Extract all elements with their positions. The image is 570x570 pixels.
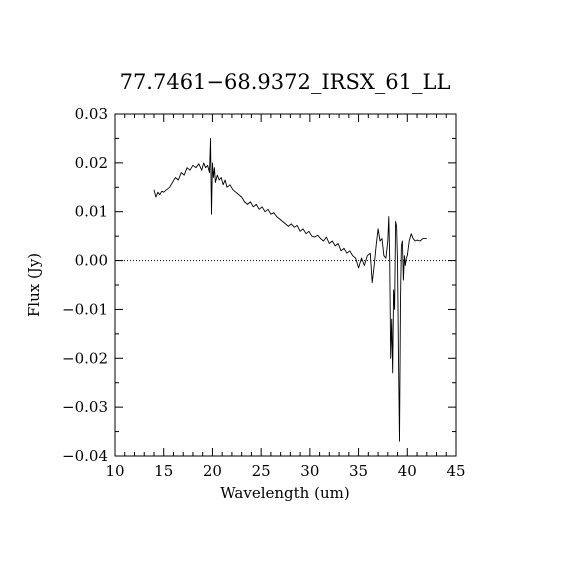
- chart-title: 77.7461−68.9372_IRSX_61_LL: [120, 70, 451, 94]
- y-tick-label: 0.01: [75, 203, 108, 221]
- x-tick-label: 45: [446, 462, 465, 480]
- x-tick-label: 40: [398, 462, 417, 480]
- x-tick-label: 30: [300, 462, 319, 480]
- y-axis-label: Flux (Jy): [25, 253, 43, 317]
- x-tick-label: 10: [105, 462, 124, 480]
- y-tick-label: 0.03: [75, 105, 108, 123]
- flux-series-line: [153, 137, 427, 442]
- axis-ticks-group: 10 15 20 25 30 35 40 45 −0.04 −0.03 −0.02 −0.01 0.00…: [62, 105, 466, 480]
- y-tick-label: −0.02: [62, 349, 108, 367]
- x-tick-label: 20: [203, 462, 222, 480]
- plot-frame-group: [114, 113, 457, 457]
- y-tick-label: 0.02: [75, 154, 108, 172]
- x-tick-label: 35: [349, 462, 368, 480]
- series-group: [153, 137, 427, 442]
- x-tick-label: 15: [154, 462, 173, 480]
- y-tick-label: −0.04: [62, 447, 108, 465]
- x-axis-label: Wavelength (um): [220, 484, 349, 502]
- y-tick-label: −0.01: [62, 300, 108, 318]
- y-tick-label: 0.00: [75, 252, 108, 270]
- plot-frame: [114, 113, 457, 457]
- y-tick-label: −0.03: [62, 398, 108, 416]
- x-tick-label: 25: [252, 462, 271, 480]
